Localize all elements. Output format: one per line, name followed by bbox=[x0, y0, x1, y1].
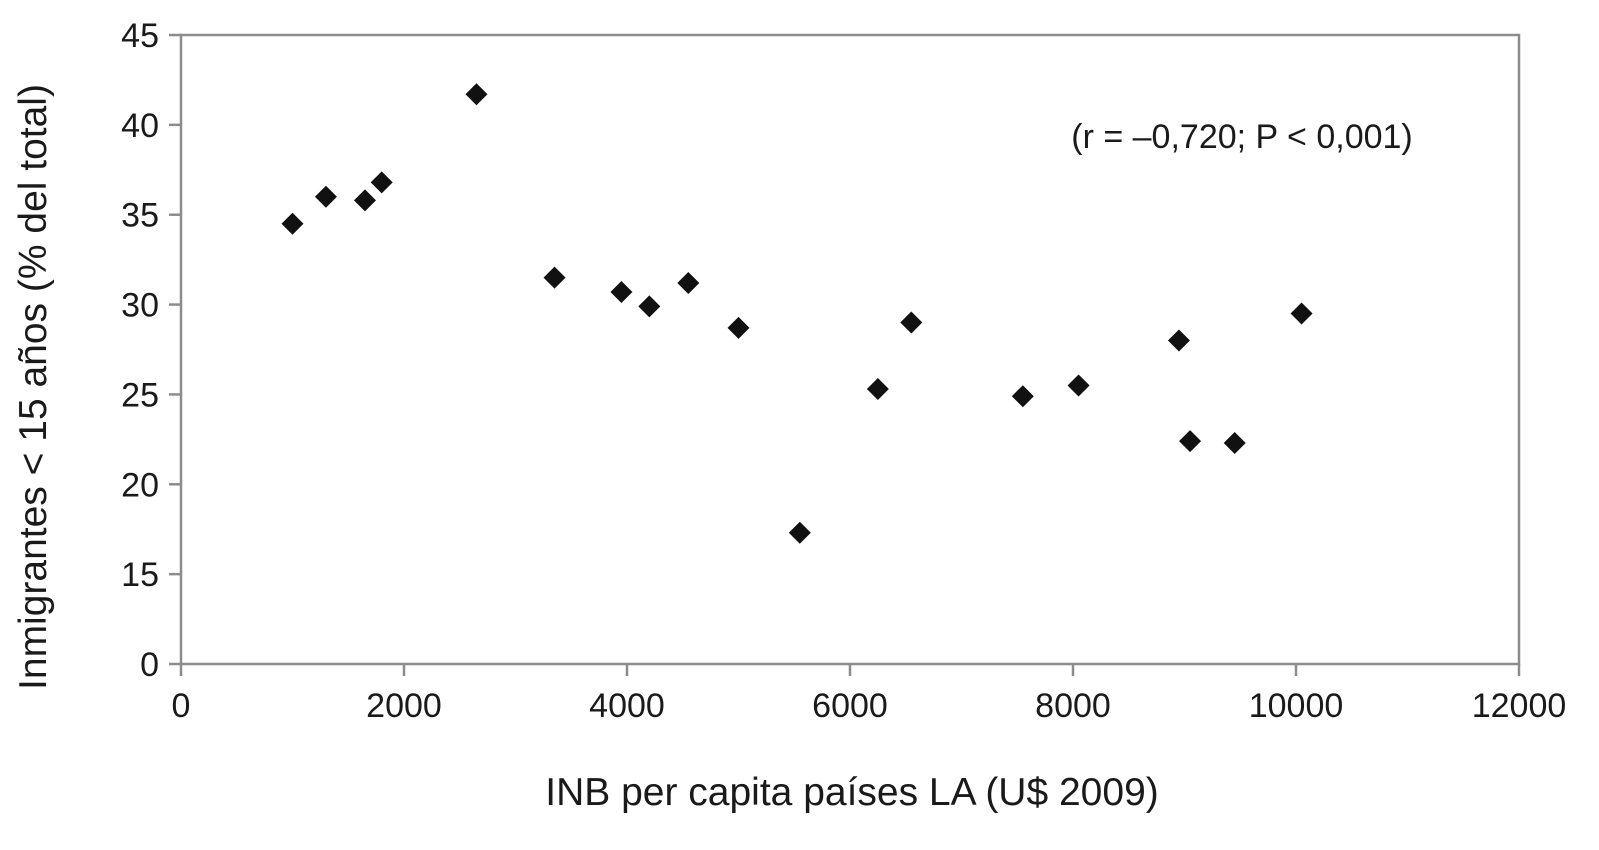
data-point bbox=[370, 171, 393, 194]
y-tick-label: 35 bbox=[121, 197, 159, 235]
data-point bbox=[1179, 430, 1202, 453]
y-axis-title: Inmigrantes < 15 años (% del total) bbox=[12, 84, 55, 690]
data-point bbox=[900, 311, 923, 334]
x-tick-label: 8000 bbox=[1035, 687, 1111, 725]
data-point bbox=[281, 212, 304, 235]
x-tick-label: 12000 bbox=[1472, 687, 1567, 725]
data-point bbox=[638, 295, 661, 318]
y-tick-label: 25 bbox=[121, 376, 159, 414]
y-tick-label: 20 bbox=[121, 466, 159, 504]
x-axis-ticks: 0 2000 4000 6000 8000 10000 12000 bbox=[172, 664, 1567, 725]
x-tick-label: 2000 bbox=[366, 687, 442, 725]
x-tick-label: 0 bbox=[172, 687, 191, 725]
data-point bbox=[1223, 431, 1246, 454]
x-tick-label: 4000 bbox=[589, 687, 665, 725]
data-points bbox=[281, 83, 1313, 544]
data-point bbox=[677, 272, 700, 295]
y-tick-label: 30 bbox=[121, 287, 159, 325]
y-tick-label: 40 bbox=[121, 107, 159, 145]
data-point bbox=[543, 266, 566, 289]
data-point bbox=[314, 185, 337, 208]
data-point bbox=[1167, 329, 1190, 352]
x-tick-label: 6000 bbox=[812, 687, 888, 725]
y-axis-ticks: 0 15 20 25 30 35 40 45 bbox=[121, 17, 181, 684]
data-point bbox=[1011, 385, 1034, 408]
y-tick-label: 45 bbox=[121, 17, 159, 55]
data-point bbox=[1067, 374, 1090, 397]
data-point bbox=[866, 378, 889, 401]
data-point bbox=[788, 521, 811, 544]
x-tick-label: 10000 bbox=[1249, 687, 1344, 725]
correlation-annotation: (r = –0,720; P < 0,001) bbox=[1071, 118, 1413, 156]
data-point bbox=[353, 189, 376, 212]
data-point bbox=[727, 316, 750, 339]
data-point bbox=[465, 83, 488, 106]
y-tick-label: 15 bbox=[121, 556, 159, 594]
x-axis-title: INB per capita países LA (U$ 2009) bbox=[545, 771, 1159, 814]
y-tick-label: 0 bbox=[140, 646, 159, 684]
data-point bbox=[610, 280, 633, 303]
data-point bbox=[1290, 302, 1313, 325]
